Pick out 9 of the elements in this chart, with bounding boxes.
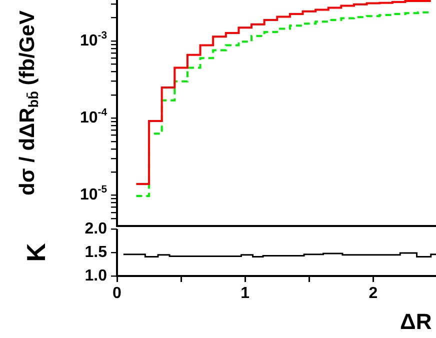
x-tick-label: 1 [240, 285, 250, 302]
x-tick-label: 0 [112, 285, 122, 302]
x-tick-label: 2 [368, 285, 378, 302]
y-tick-label: 2.0 [84, 220, 108, 238]
x-axis-title: ΔR [400, 309, 432, 334]
y-tick-label: 1.5 [84, 244, 108, 261]
y-axis-title: dσ / dΔRbb̄ (fb/GeV [16, 10, 42, 196]
y-axis-title: K [21, 242, 52, 262]
y-tick-label: 1.0 [84, 267, 108, 284]
